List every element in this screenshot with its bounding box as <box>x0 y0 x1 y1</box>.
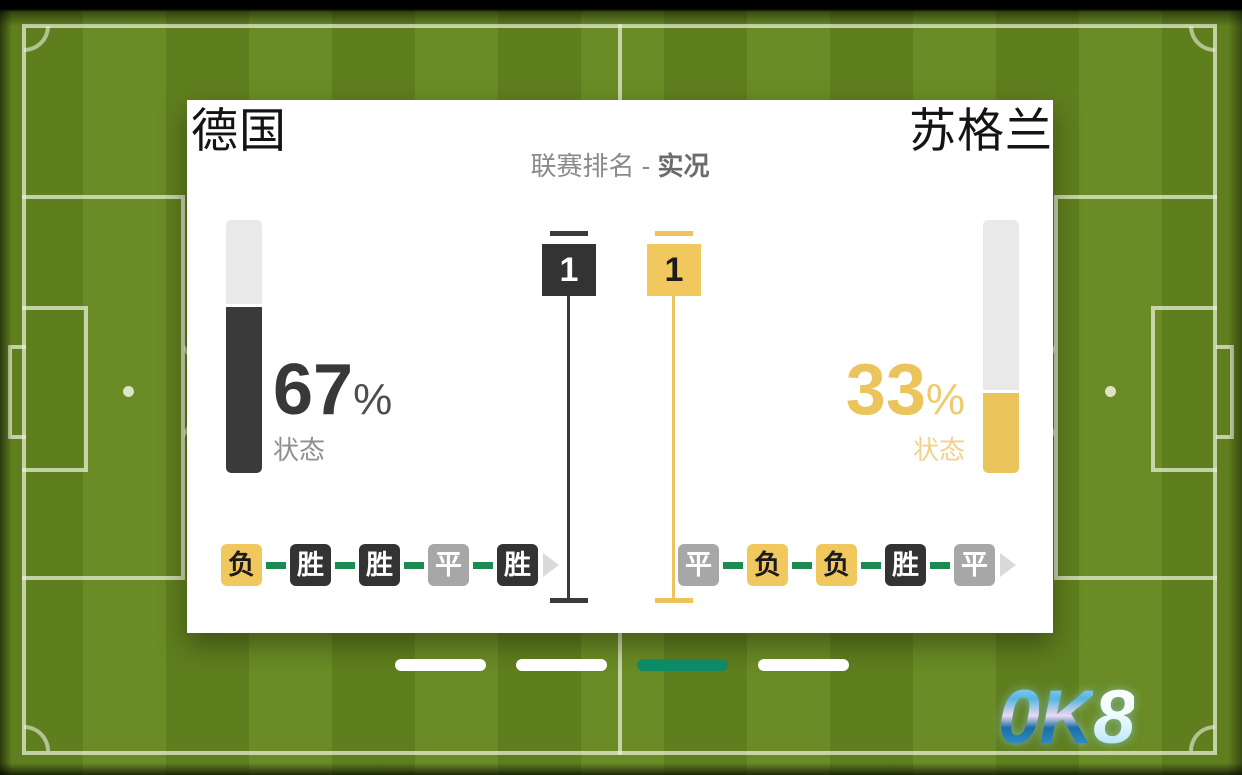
home-form-more-chevron-icon <box>543 553 559 577</box>
home-form-stat: 67% 状态 <box>273 352 392 467</box>
pagination-bar-4[interactable] <box>758 659 849 671</box>
away-form-gauge-fill <box>983 389 1019 473</box>
pagination-bar-3[interactable] <box>637 659 728 671</box>
home-rank-bottom-cap <box>550 598 588 603</box>
home-form-result-1: 负 <box>221 544 262 586</box>
bottom-dark-strip <box>0 763 1242 775</box>
home-form-label: 状态 <box>273 435 326 465</box>
home-recent-form-row: 负 胜 胜 平 胜 <box>221 544 559 586</box>
form-dash <box>926 561 954 569</box>
home-form-gauge <box>226 220 262 473</box>
form-dash <box>719 561 747 569</box>
card-title-live-label: 实况 <box>657 151 710 181</box>
home-form-percent-symbol: % <box>353 375 393 424</box>
top-dark-strip <box>0 0 1242 26</box>
home-form-result-4: 平 <box>428 544 469 586</box>
ok8-logo: 0K8 <box>998 680 1135 756</box>
away-rank-value: 1 <box>647 244 701 296</box>
home-form-result-2: 胜 <box>290 544 331 586</box>
home-form-result-5: 胜 <box>497 544 538 586</box>
ok8-logo-letter-0: 0 <box>998 675 1040 760</box>
card-title: 联赛排名 - 实况 <box>187 146 1053 183</box>
away-form-percent: 33 <box>845 350 926 430</box>
home-rank-top-cap <box>550 231 588 236</box>
form-dash <box>857 561 885 569</box>
away-form-more-chevron-icon <box>1000 553 1016 577</box>
away-form-result-3: 负 <box>816 544 857 586</box>
away-form-result-4: 胜 <box>885 544 926 586</box>
away-form-label: 状态 <box>912 435 965 465</box>
away-form-result-2: 负 <box>747 544 788 586</box>
pitch-penalty-spot-right <box>1105 386 1116 397</box>
form-dash <box>469 561 497 569</box>
form-dash <box>788 561 816 569</box>
pagination-bar-1[interactable] <box>395 659 486 671</box>
away-rank-bottom-cap <box>655 598 693 603</box>
away-rank-top-cap <box>655 231 693 236</box>
home-rank-value: 1 <box>542 244 596 296</box>
home-form-percent: 67 <box>273 350 354 430</box>
home-rank-stem <box>567 244 570 603</box>
away-recent-form-row: 平 负 负 胜 平 <box>678 544 1016 586</box>
ok8-logo-letter-k: K <box>1039 675 1094 760</box>
pitch-penalty-spot-left <box>123 386 134 397</box>
pitch-goal-area-right <box>1151 306 1217 472</box>
form-dash <box>262 561 290 569</box>
home-form-gauge-fill <box>226 303 262 473</box>
away-form-gauge <box>983 220 1019 473</box>
away-rank-stem <box>672 244 675 603</box>
away-form-result-1: 平 <box>678 544 719 586</box>
form-dash <box>400 561 428 569</box>
pitch-goal-right <box>1216 345 1234 439</box>
home-form-result-3: 胜 <box>359 544 400 586</box>
ok8-logo-letter-8: 8 <box>1093 675 1135 760</box>
form-dash <box>331 561 359 569</box>
away-form-result-5: 平 <box>954 544 995 586</box>
card-title-prefix: 联赛排名 - <box>530 151 658 181</box>
away-form-stat: 33% 状态 <box>846 352 965 467</box>
carousel-pagination <box>395 659 849 671</box>
pitch-goal-left <box>8 345 26 439</box>
away-form-percent-symbol: % <box>925 375 965 424</box>
league-ranking-card: 德国 苏格兰 联赛排名 - 实况 67% 状态 33% 状态 <box>187 100 1053 633</box>
pitch-goal-area-left <box>22 306 88 472</box>
pagination-bar-2[interactable] <box>516 659 607 671</box>
